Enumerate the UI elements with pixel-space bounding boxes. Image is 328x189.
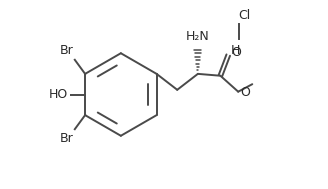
Text: O: O	[240, 86, 250, 99]
Text: Br: Br	[60, 44, 74, 57]
Text: Br: Br	[60, 132, 74, 145]
Text: HO: HO	[49, 88, 68, 101]
Text: O: O	[232, 46, 241, 59]
Text: Cl: Cl	[238, 9, 250, 22]
Text: H₂N: H₂N	[186, 30, 210, 43]
Text: H: H	[231, 44, 240, 57]
